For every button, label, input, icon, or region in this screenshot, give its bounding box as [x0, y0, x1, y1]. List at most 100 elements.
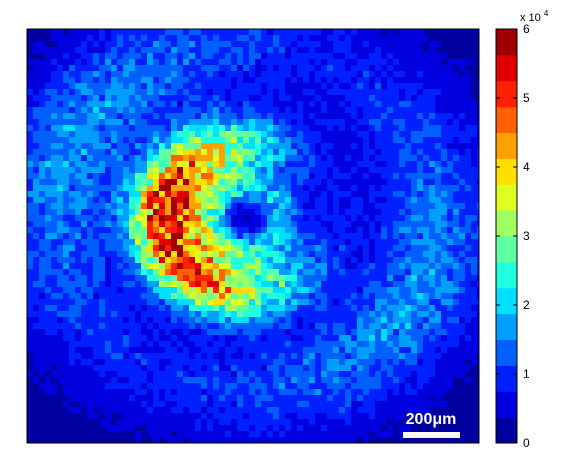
heatmap-cell — [99, 179, 106, 186]
heatmap-cell — [423, 167, 430, 174]
heatmap-cell — [171, 101, 178, 108]
heatmap-cell — [363, 347, 370, 354]
heatmap-cell — [129, 353, 136, 360]
heatmap-cell — [141, 221, 148, 228]
heatmap-cell — [207, 281, 214, 288]
heatmap-cell — [183, 149, 190, 156]
heatmap-cell — [411, 47, 418, 54]
heatmap-cell — [333, 335, 340, 342]
heatmap-cell — [417, 323, 424, 330]
heatmap-cell — [69, 179, 76, 186]
heatmap-cell — [411, 221, 418, 228]
heatmap-cell — [423, 101, 430, 108]
heatmap-cell — [477, 101, 479, 108]
heatmap-cell — [369, 389, 376, 396]
heatmap-cell — [477, 185, 479, 192]
heatmap-cell — [339, 221, 346, 228]
heatmap-cell — [303, 275, 310, 282]
heatmap-cell — [393, 89, 400, 96]
heatmap-cell — [27, 389, 34, 396]
heatmap-cell — [477, 137, 479, 144]
heatmap-cell — [171, 227, 178, 234]
heatmap-cell — [453, 413, 460, 420]
heatmap-cell — [471, 41, 478, 48]
heatmap-cell — [435, 377, 442, 384]
heatmap-cell — [255, 119, 262, 126]
heatmap-cell — [165, 239, 172, 246]
heatmap-cell — [387, 149, 394, 156]
heatmap-cell — [327, 311, 334, 318]
heatmap-cell — [441, 107, 448, 114]
heatmap-cell — [249, 365, 256, 372]
heatmap-cell — [231, 293, 238, 300]
heatmap-cell — [369, 53, 376, 60]
heatmap-cell — [453, 311, 460, 318]
heatmap-cell — [57, 29, 64, 36]
heatmap-cell — [219, 251, 226, 258]
heatmap-cell — [117, 203, 124, 210]
heatmap-cell — [405, 131, 412, 138]
heatmap-cell — [111, 233, 118, 240]
heatmap-cell — [153, 287, 160, 294]
heatmap-cell — [249, 257, 256, 264]
heatmap-cell — [471, 245, 478, 252]
heatmap-cell — [225, 269, 232, 276]
heatmap-cell — [375, 353, 382, 360]
heatmap-cell — [153, 143, 160, 150]
heatmap-cell — [195, 287, 202, 294]
heatmap-cell — [447, 359, 454, 366]
heatmap-cell — [201, 143, 208, 150]
heatmap-cell — [447, 401, 454, 408]
heatmap-cell — [339, 101, 346, 108]
heatmap-cell — [213, 275, 220, 282]
heatmap-cell — [387, 389, 394, 396]
heatmap-cell — [27, 371, 34, 378]
heatmap-cell — [465, 353, 472, 360]
heatmap-cell — [447, 101, 454, 108]
heatmap-cell — [309, 317, 316, 324]
heatmap-cell — [405, 161, 412, 168]
heatmap-cell — [399, 119, 406, 126]
heatmap-cell — [309, 35, 316, 42]
heatmap-cell — [183, 95, 190, 102]
heatmap-cell — [195, 131, 202, 138]
heatmap-cell — [141, 287, 148, 294]
heatmap-cell — [471, 203, 478, 210]
heatmap-cell — [45, 269, 52, 276]
heatmap-cell — [465, 347, 472, 354]
heatmap-cell — [195, 35, 202, 42]
heatmap-cell — [129, 113, 136, 120]
heatmap-cell — [405, 323, 412, 330]
heatmap-cell — [369, 227, 376, 234]
heatmap-cell — [195, 119, 202, 126]
heatmap-cell — [291, 191, 298, 198]
heatmap-cell — [195, 101, 202, 108]
heatmap-cell — [69, 383, 76, 390]
heatmap-cell — [285, 41, 292, 48]
heatmap-cell — [69, 119, 76, 126]
heatmap-cell — [33, 185, 40, 192]
heatmap-cell — [315, 275, 322, 282]
heatmap-cell — [351, 179, 358, 186]
heatmap-cell — [87, 239, 94, 246]
heatmap-cell — [369, 65, 376, 72]
heatmap-cell — [129, 71, 136, 78]
heatmap-cell — [327, 281, 334, 288]
heatmap-cell — [459, 335, 466, 342]
heatmap-cell — [207, 389, 214, 396]
heatmap-cell — [147, 155, 154, 162]
heatmap-cell — [471, 77, 478, 84]
heatmap-cell — [93, 35, 100, 42]
heatmap-cell — [183, 215, 190, 222]
heatmap-cell — [477, 323, 479, 330]
heatmap-cell — [135, 245, 142, 252]
heatmap-cell — [51, 59, 58, 66]
heatmap-cell — [153, 203, 160, 210]
heatmap-cell — [447, 71, 454, 78]
heatmap-cell — [327, 143, 334, 150]
heatmap-cell — [237, 305, 244, 312]
heatmap-cell — [411, 269, 418, 276]
heatmap-cell — [27, 215, 34, 222]
heatmap-cell — [51, 311, 58, 318]
heatmap-cell — [243, 287, 250, 294]
